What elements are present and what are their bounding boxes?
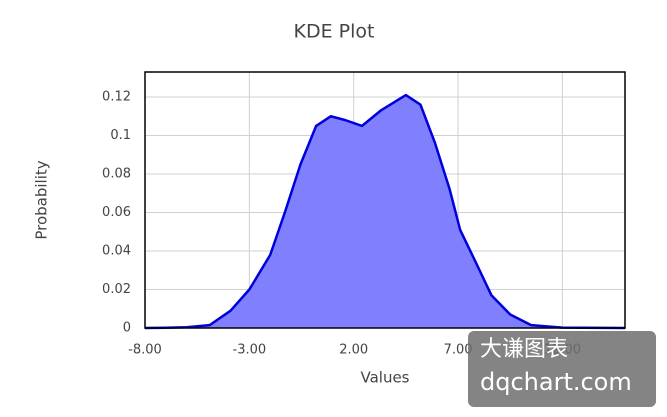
y-tick-label: 0.04 (102, 244, 131, 259)
y-tick-label: 0 (123, 321, 131, 336)
watermark-box (468, 331, 656, 407)
x-tick-label: -3.00 (233, 343, 267, 358)
chart-title: KDE Plot (294, 21, 375, 43)
x-axis-label: Values (360, 369, 409, 387)
watermark: 大谦图表 (480, 337, 568, 362)
y-axis-label: Probability (33, 160, 51, 239)
x-tick-label: -8.00 (128, 343, 162, 358)
watermark: dqchart.com (480, 368, 632, 396)
y-tick-label: 0.08 (102, 167, 131, 182)
density-line (144, 93, 626, 330)
plot-frame (144, 71, 626, 329)
x-tick-label: 7.00 (444, 343, 473, 358)
y-tick-label: 0.06 (102, 205, 131, 220)
area-fill (145, 95, 625, 328)
y-tick-label: 0.02 (102, 282, 131, 297)
y-tick-label: 0.12 (102, 90, 131, 105)
x-tick-label: 2.00 (339, 343, 368, 358)
y-tick-label: 0.1 (110, 128, 131, 143)
